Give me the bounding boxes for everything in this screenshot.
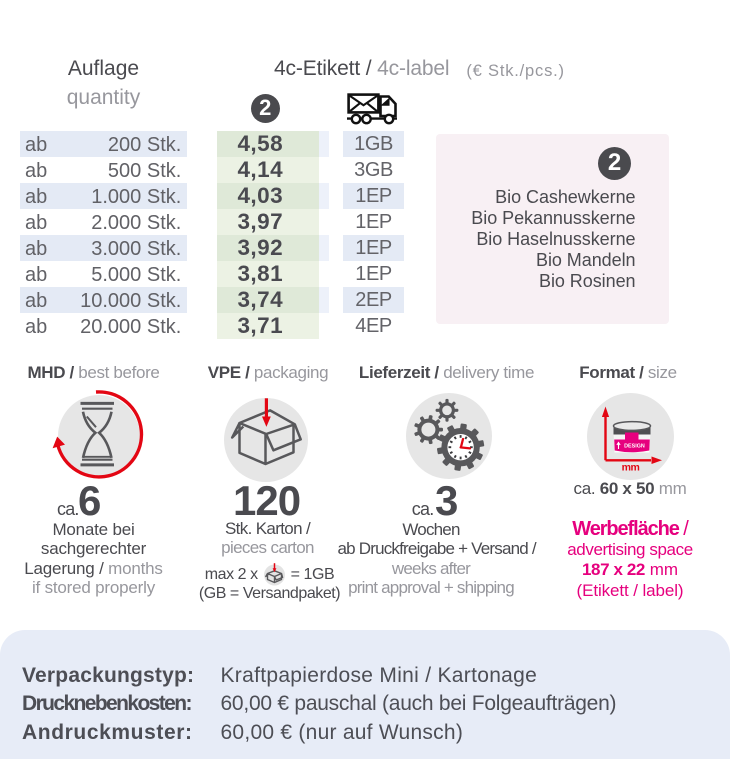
svg-text:DESIGN: DESIGN (624, 444, 645, 450)
svg-text:mm: mm (622, 462, 640, 474)
